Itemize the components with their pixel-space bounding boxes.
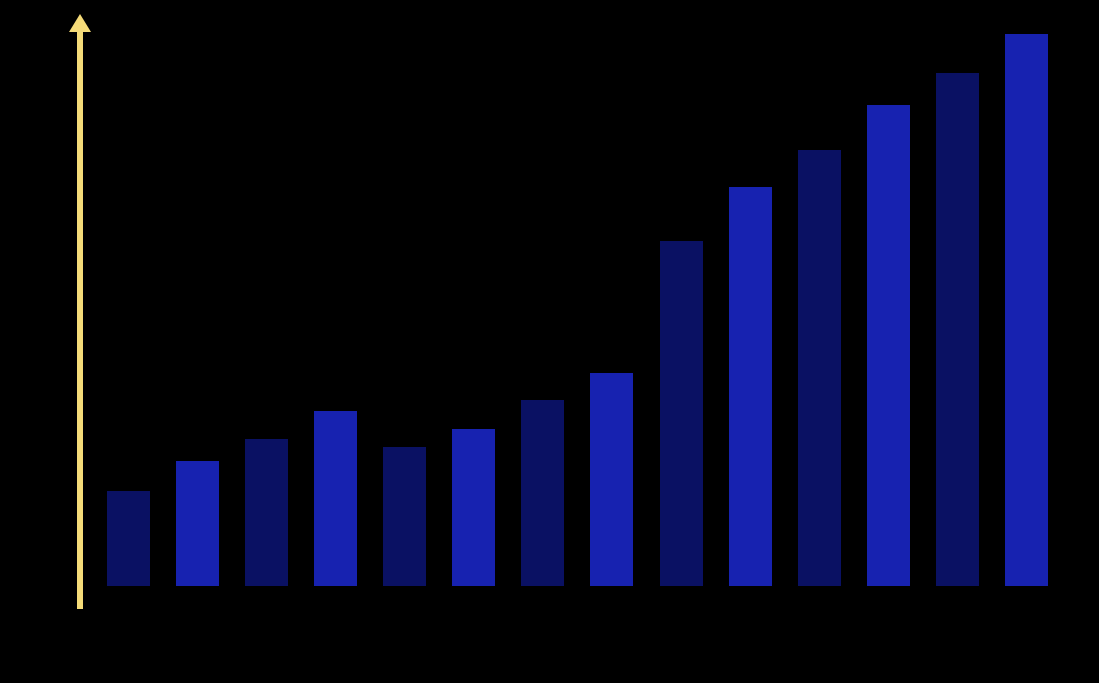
y-axis-arrow-icon — [69, 14, 91, 32]
bar-series — [107, 0, 1048, 586]
bar-3 — [245, 439, 289, 586]
bar-14 — [1004, 34, 1048, 586]
bar-6 — [452, 429, 496, 586]
bar-7 — [521, 400, 565, 586]
bar-9 — [659, 241, 703, 586]
bar-11 — [797, 150, 841, 586]
bar-1 — [107, 491, 150, 586]
bar-5 — [383, 447, 427, 586]
bar-2 — [176, 461, 220, 586]
y-axis-line — [77, 29, 83, 609]
bar-4 — [314, 411, 358, 586]
bar-12 — [866, 105, 910, 586]
bar-13 — [935, 73, 979, 586]
bar-8 — [590, 373, 634, 586]
bar-10 — [728, 187, 772, 586]
